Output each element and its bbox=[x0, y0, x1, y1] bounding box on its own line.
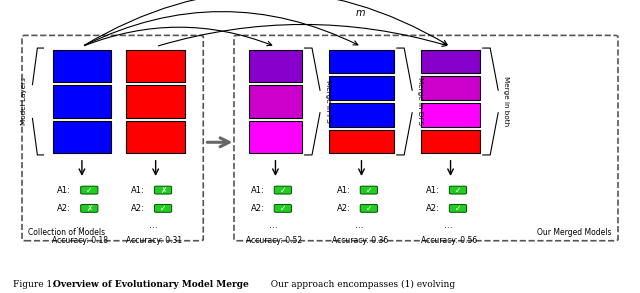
Text: Our Merged Models: Our Merged Models bbox=[538, 227, 612, 236]
Text: ...: ... bbox=[269, 221, 278, 230]
Text: A2:: A2: bbox=[251, 204, 264, 213]
Text: Accuracy: 0.52: Accuracy: 0.52 bbox=[246, 236, 301, 245]
Text: A2:: A2: bbox=[131, 204, 145, 213]
Text: Figure 1:: Figure 1: bbox=[13, 280, 61, 289]
Text: m: m bbox=[355, 8, 365, 18]
FancyBboxPatch shape bbox=[449, 186, 467, 194]
Text: A1:: A1: bbox=[426, 185, 440, 195]
Text: ...: ... bbox=[76, 221, 84, 230]
Text: A1:: A1: bbox=[57, 185, 71, 195]
Bar bbox=[421, 130, 480, 153]
FancyBboxPatch shape bbox=[154, 186, 172, 194]
Bar bbox=[127, 85, 185, 117]
Text: ✓: ✓ bbox=[455, 204, 461, 213]
Text: ✗: ✗ bbox=[86, 204, 93, 213]
Bar bbox=[52, 85, 111, 117]
FancyBboxPatch shape bbox=[274, 205, 291, 212]
Text: Collection of Models: Collection of Models bbox=[28, 227, 106, 236]
Text: ...: ... bbox=[444, 221, 453, 230]
Bar bbox=[127, 50, 185, 82]
Bar bbox=[421, 76, 480, 100]
Text: Accuracy: 0.31: Accuracy: 0.31 bbox=[125, 236, 182, 245]
Bar bbox=[421, 50, 480, 73]
FancyBboxPatch shape bbox=[154, 205, 172, 212]
Text: ✓: ✓ bbox=[365, 204, 372, 213]
Text: Merge in DFS: Merge in DFS bbox=[417, 77, 423, 125]
Bar bbox=[250, 121, 301, 153]
Text: Our approach encompasses (1) evolving: Our approach encompasses (1) evolving bbox=[266, 280, 456, 289]
Bar bbox=[329, 76, 394, 100]
Bar bbox=[329, 50, 394, 73]
Text: A2:: A2: bbox=[57, 204, 71, 213]
Text: ✓: ✓ bbox=[280, 204, 286, 213]
Bar bbox=[52, 50, 111, 82]
Bar bbox=[329, 130, 394, 153]
Text: Merge in both: Merge in both bbox=[503, 76, 509, 127]
Text: ✓: ✓ bbox=[86, 185, 93, 195]
Text: A2:: A2: bbox=[337, 204, 351, 213]
Text: ...: ... bbox=[355, 221, 364, 230]
FancyBboxPatch shape bbox=[360, 205, 378, 212]
Text: ✗: ✗ bbox=[160, 185, 166, 195]
Text: A1:: A1: bbox=[251, 185, 264, 195]
Text: Merge in PS: Merge in PS bbox=[325, 80, 331, 123]
Text: ✓: ✓ bbox=[365, 185, 372, 195]
Text: ...: ... bbox=[150, 221, 158, 230]
Text: Accuracy: 0.56: Accuracy: 0.56 bbox=[420, 236, 477, 245]
Text: ✓: ✓ bbox=[160, 204, 166, 213]
Text: Accuracy: 0.36: Accuracy: 0.36 bbox=[332, 236, 388, 245]
FancyBboxPatch shape bbox=[449, 205, 467, 212]
Text: Accuracy: 0.18: Accuracy: 0.18 bbox=[52, 236, 108, 245]
Text: ✓: ✓ bbox=[455, 185, 461, 195]
Bar bbox=[421, 103, 480, 127]
Text: Overview of Evolutionary Model Merge: Overview of Evolutionary Model Merge bbox=[52, 280, 248, 289]
FancyBboxPatch shape bbox=[360, 186, 378, 194]
FancyBboxPatch shape bbox=[274, 186, 291, 194]
FancyBboxPatch shape bbox=[81, 205, 98, 212]
Text: A2:: A2: bbox=[426, 204, 440, 213]
Bar bbox=[127, 121, 185, 153]
Bar bbox=[329, 103, 394, 127]
Bar bbox=[52, 121, 111, 153]
Bar bbox=[250, 85, 301, 117]
FancyBboxPatch shape bbox=[81, 186, 98, 194]
Text: Model Layers: Model Layers bbox=[22, 78, 28, 125]
Text: ✓: ✓ bbox=[280, 185, 286, 195]
Bar bbox=[250, 50, 301, 82]
Text: A1:: A1: bbox=[337, 185, 351, 195]
Text: A1:: A1: bbox=[131, 185, 145, 195]
